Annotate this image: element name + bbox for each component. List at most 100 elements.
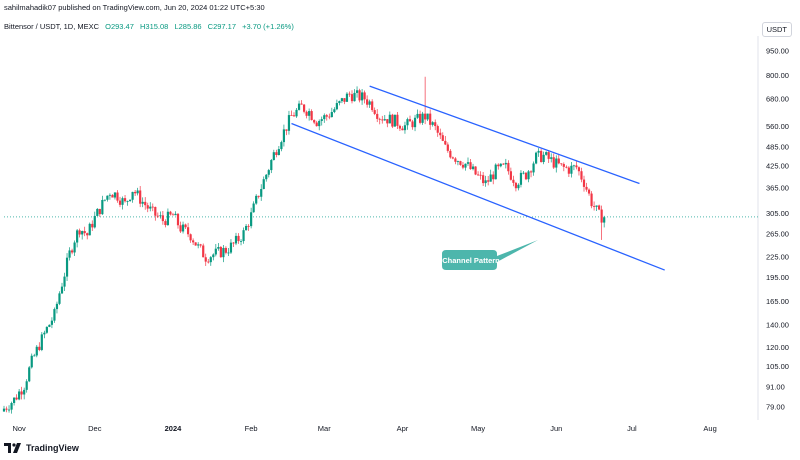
channel-lower-line[interactable] [291, 122, 665, 271]
candle-up [93, 211, 96, 229]
price-tick-label: 165.00 [766, 297, 789, 306]
candle-up [345, 92, 349, 102]
candle-up [166, 208, 170, 226]
candle-body [234, 235, 238, 244]
candle-down [598, 204, 601, 211]
candle-body [512, 179, 515, 183]
candle-down [492, 171, 495, 185]
time-axis[interactable]: Nov Dec 2024 Feb Mar Apr May Jun Jul Aug [12, 424, 716, 433]
callout-label: Channel Pattern [442, 256, 500, 265]
candle-up [131, 191, 134, 203]
candle-body [333, 109, 336, 113]
candle-body [562, 164, 565, 167]
candle-body [489, 174, 492, 182]
candle-body [449, 150, 452, 158]
candle-up [308, 108, 311, 121]
candle-body [363, 92, 366, 100]
candle-body [522, 172, 525, 174]
candle-up [214, 243, 217, 257]
candle-up [141, 197, 144, 208]
candle-body [176, 213, 180, 226]
candle-up [50, 317, 54, 329]
candle-down [474, 166, 477, 176]
currency-badge[interactable]: USDT [761, 22, 792, 37]
candle-up [128, 199, 132, 202]
candle-body [86, 233, 89, 236]
candle-body [10, 403, 13, 410]
channel-upper-line[interactable] [369, 85, 640, 185]
candle-body [23, 389, 26, 395]
candle-down [179, 221, 182, 234]
candle-down [154, 206, 157, 221]
candle-body [280, 142, 283, 150]
candle-up [48, 324, 51, 328]
candle-down [411, 119, 414, 130]
candle-body [368, 101, 371, 105]
candle-up [494, 163, 497, 180]
candle-body [587, 189, 591, 194]
candle-up [239, 239, 243, 246]
candle-body [164, 221, 167, 226]
candle-body [441, 135, 444, 141]
candle-body [204, 257, 207, 262]
candle-up [555, 155, 558, 173]
candle-body [30, 355, 33, 368]
candle-up [527, 170, 530, 183]
candle-down [292, 112, 296, 117]
price-tick-label: 425.00 [766, 162, 789, 171]
candle-up [320, 116, 323, 126]
candle-up [517, 183, 520, 191]
candle-body [101, 199, 104, 215]
candle-down [381, 115, 384, 124]
candles [2, 76, 606, 414]
price-tick-label: 800.00 [766, 71, 789, 80]
candle-up [550, 153, 553, 163]
candle-down [111, 194, 114, 198]
candle-body [565, 166, 568, 168]
candle-down [83, 226, 86, 237]
candle-down [507, 160, 510, 175]
candle-body [345, 93, 349, 102]
candle-body [217, 247, 220, 249]
candle-down [592, 201, 596, 211]
candle-body [35, 346, 38, 356]
candle-body [315, 122, 318, 127]
candle-body [20, 391, 23, 395]
candle-down [439, 128, 442, 140]
candle-up [464, 163, 467, 171]
candle-body [413, 117, 417, 128]
candle-down [371, 99, 374, 113]
candle-body [360, 92, 364, 101]
candle-body [277, 149, 280, 155]
candle-body [519, 172, 523, 185]
candle-body [335, 103, 338, 110]
candle-up [244, 224, 248, 231]
candle-body [250, 212, 253, 227]
price-tick-label: 225.00 [766, 253, 789, 262]
candle-body [302, 104, 306, 112]
channel-callout[interactable]: Channel Pattern [442, 240, 538, 270]
candle-body [484, 180, 487, 184]
candle-body [376, 113, 379, 119]
candle-down [575, 161, 578, 170]
candle-up [40, 332, 43, 352]
candle-down [391, 113, 394, 129]
candle-body [207, 261, 210, 263]
candle-down [444, 136, 447, 146]
candle-down [98, 208, 101, 217]
candle-down [86, 232, 89, 240]
candle-down [38, 342, 41, 352]
candle-up [484, 175, 487, 187]
candle-body [595, 205, 598, 207]
candle-up [174, 211, 177, 216]
candle-down [560, 163, 563, 166]
candle-body [96, 208, 99, 216]
candle-body [128, 199, 132, 201]
candle-body [418, 113, 422, 123]
price-axis[interactable]: 950.00 800.00 680.00 560.00 485.00 425.00 365.… [766, 46, 789, 411]
candle-up [55, 301, 59, 314]
candle-body [121, 198, 124, 205]
candle-body [340, 98, 344, 102]
candle-body [502, 163, 505, 165]
